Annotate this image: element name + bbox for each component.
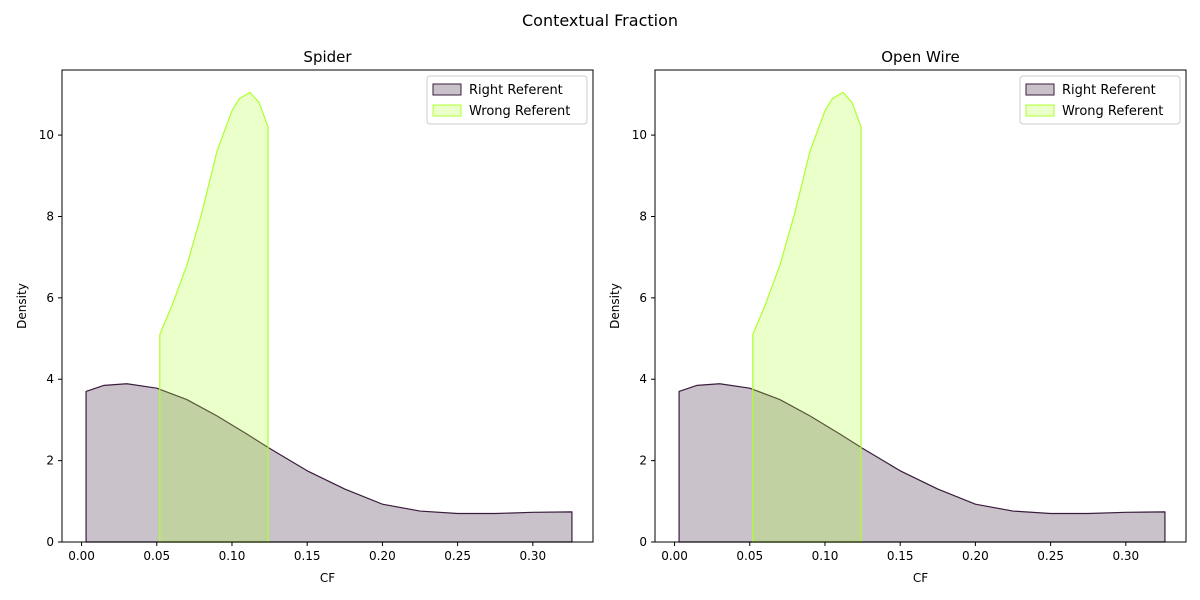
legend-label: Wrong Referent — [469, 104, 570, 119]
legend-swatch — [432, 104, 462, 117]
x-tick-label: 0.10 — [812, 549, 839, 563]
y-tick-label: 2 — [46, 454, 54, 468]
subplot-title: Open Wire — [881, 48, 960, 66]
y-tick-label: 8 — [639, 209, 647, 223]
y-tick-label: 0 — [46, 535, 54, 549]
x-tick-label: 0.30 — [1112, 549, 1139, 563]
x-tick-label: 0.15 — [294, 549, 321, 563]
subplot-2: 0.00 0.05 0.10 0.15 0.20 0.25 0.30 0 2 4 6 8 10 Open … — [608, 48, 1187, 585]
y-tick-label: 10 — [39, 128, 54, 142]
x-tick-label: 0.05 — [736, 549, 763, 563]
y-tick-label: 6 — [639, 291, 647, 305]
x-tick-label: 0.20 — [962, 549, 989, 563]
subplot-1: 0.00 0.05 0.10 0.15 0.20 0.25 0.30 0 2 4 6 8 10 Spide… — [15, 48, 594, 585]
subplot-title: Spider — [303, 48, 352, 66]
x-tick-label: 0.05 — [143, 549, 170, 563]
legend-label: Right Referent — [469, 83, 563, 98]
legend: Right Referent Wrong Referent — [426, 75, 588, 125]
y-tick-label: 2 — [639, 454, 647, 468]
axes-frame — [61, 69, 594, 543]
series-area-right-referent — [85, 383, 573, 543]
series-area-right-referent — [678, 383, 1166, 543]
y-axis-label: Density — [608, 283, 622, 329]
x-axis-label: CF — [320, 571, 335, 585]
x-tick-label: 0.25 — [444, 549, 471, 563]
x-tick-label: 0.25 — [1037, 549, 1064, 563]
legend-label: Right Referent — [1062, 83, 1156, 98]
y-axis-label: Density — [15, 283, 29, 329]
y-tick-label: 6 — [46, 291, 54, 305]
legend-box — [426, 75, 588, 125]
x-tick-label: 0.30 — [519, 549, 546, 563]
x-axis-label: CF — [913, 571, 928, 585]
legend-box — [1019, 75, 1181, 125]
axes-frame — [654, 69, 1187, 543]
figure-suptitle: Contextual Fraction — [522, 11, 678, 30]
legend-label: Wrong Referent — [1062, 104, 1163, 119]
y-tick-label: 10 — [632, 128, 647, 142]
y-tick-label: 4 — [639, 372, 647, 386]
x-tick-label: 0.15 — [887, 549, 914, 563]
x-tick-label: 0.00 — [661, 549, 688, 563]
y-tick-label: 0 — [639, 535, 647, 549]
series-area-wrong-referent — [159, 91, 269, 543]
legend-swatch — [432, 83, 462, 96]
legend-swatch — [1025, 83, 1055, 96]
y-tick-label: 4 — [46, 372, 54, 386]
series-area-wrong-referent — [752, 91, 862, 543]
legend: Right Referent Wrong Referent — [1019, 75, 1181, 125]
x-tick-label: 0.10 — [219, 549, 246, 563]
legend-swatch — [1025, 104, 1055, 117]
x-tick-label: 0.20 — [369, 549, 396, 563]
x-tick-label: 0.00 — [68, 549, 95, 563]
y-tick-label: 8 — [46, 209, 54, 223]
